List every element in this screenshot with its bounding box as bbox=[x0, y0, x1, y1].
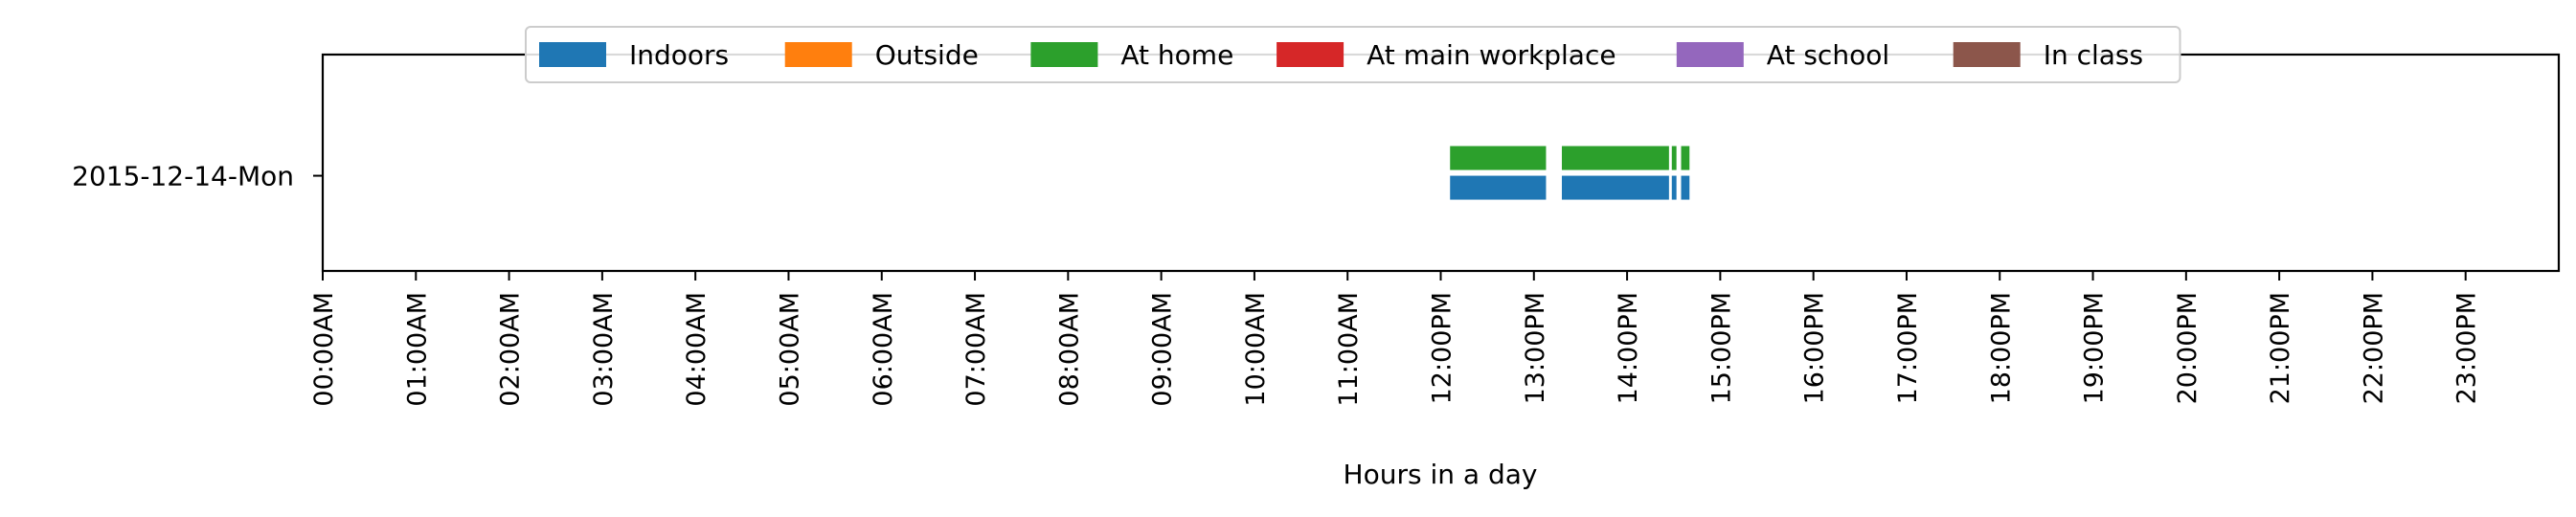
legend-swatch bbox=[539, 42, 606, 67]
legend-label: At main workplace bbox=[1367, 39, 1616, 71]
x-tick-label: 08:00AM bbox=[1054, 292, 1084, 407]
x-tick-label: 07:00AM bbox=[961, 292, 991, 407]
legend-box bbox=[525, 26, 2181, 83]
segment-at-home bbox=[1671, 146, 1677, 170]
x-tick-label: 11:00AM bbox=[1334, 292, 1364, 407]
x-tick-label: 02:00AM bbox=[496, 292, 526, 407]
x-axis: 00:00AM 01:00AM 02:00AM 03:00AM 04:00AM 05:00… bbox=[309, 271, 2482, 407]
legend-swatch bbox=[1030, 42, 1098, 67]
x-tick-label: 22:00PM bbox=[2359, 292, 2388, 404]
x-axis-label: Hours in a day bbox=[1344, 459, 1538, 490]
x-tick-label: 14:00PM bbox=[1614, 292, 1643, 404]
legend-label: At school bbox=[1767, 39, 1889, 71]
x-tick-label: 04:00AM bbox=[682, 292, 712, 407]
segment-at-home bbox=[1450, 146, 1547, 170]
segment-at-home bbox=[1681, 146, 1690, 170]
x-tick-label: 12:00PM bbox=[1428, 292, 1457, 404]
x-tick-label: 15:00PM bbox=[1706, 292, 1736, 404]
legend-swatch bbox=[1676, 42, 1744, 67]
x-tick-label: 16:00PM bbox=[1800, 292, 1830, 404]
segment-indoors bbox=[1681, 175, 1690, 200]
x-tick-label: 20:00PM bbox=[2173, 292, 2203, 404]
legend: Indoors Outside At home At main workplace At… bbox=[525, 26, 2181, 83]
legend-swatch bbox=[784, 42, 852, 67]
x-tick-label: 18:00PM bbox=[1986, 292, 2016, 404]
x-tick-label: 05:00AM bbox=[775, 292, 804, 407]
y-tick-label: 2015-12-14-Mon bbox=[72, 161, 294, 192]
x-tick-label: 00:00AM bbox=[309, 292, 339, 407]
x-tick-label: 09:00AM bbox=[1148, 292, 1178, 407]
legend-swatch bbox=[1277, 42, 1344, 67]
legend-swatch bbox=[1953, 42, 2021, 67]
segment-indoors bbox=[1671, 175, 1677, 200]
x-tick-label: 13:00PM bbox=[1521, 292, 1550, 404]
x-tick-label: 01:00AM bbox=[402, 292, 432, 407]
x-tick-label: 23:00PM bbox=[2452, 292, 2482, 404]
plot-area-frame bbox=[321, 53, 2561, 273]
legend-label: At home bbox=[1120, 39, 1233, 71]
x-tick-label: 21:00PM bbox=[2266, 292, 2295, 404]
x-tick-label: 03:00AM bbox=[589, 292, 619, 407]
x-tick-label: 17:00PM bbox=[1893, 292, 1923, 404]
segment-indoors bbox=[1561, 175, 1669, 200]
x-tick-label: 10:00AM bbox=[1241, 292, 1271, 407]
x-tick-label: 06:00AM bbox=[869, 292, 898, 407]
legend-label: Outside bbox=[875, 39, 979, 71]
segment-at-home bbox=[1561, 146, 1669, 170]
segment-indoors bbox=[1450, 175, 1547, 200]
x-tick-label: 19:00PM bbox=[2080, 292, 2110, 404]
legend-label: Indoors bbox=[629, 39, 729, 71]
timeline-marks bbox=[1450, 146, 1690, 200]
legend-label: In class bbox=[2044, 39, 2143, 71]
y-axis: 2015-12-14-Mon bbox=[72, 161, 323, 192]
